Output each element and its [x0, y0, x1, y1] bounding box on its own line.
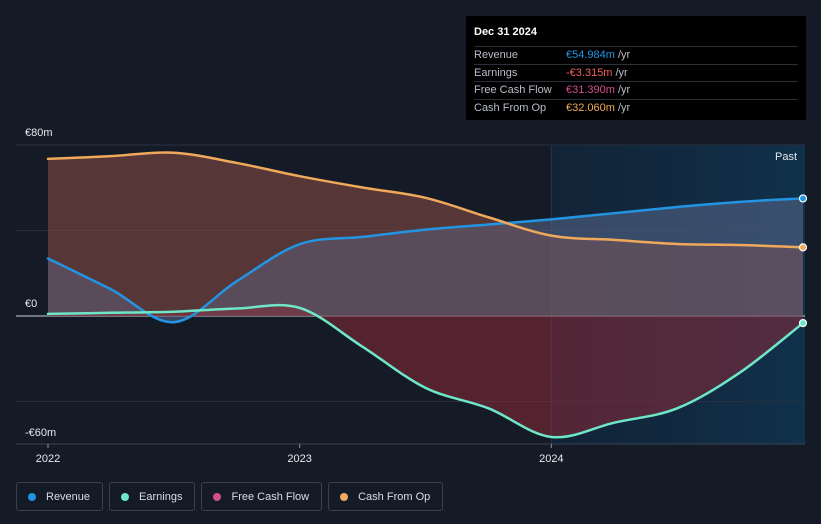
tooltip-label: Cash From Op [474, 101, 547, 114]
legend-item-earnings[interactable]: Earnings [109, 482, 196, 511]
line-revenue [46, 197, 805, 324]
point-earnings [798, 318, 808, 328]
x-tick-label: 2024 [539, 453, 563, 465]
tooltip-label: Free Cash Flow [474, 84, 552, 96]
legend-dot-icon [121, 492, 130, 501]
legend-dot-icon [28, 492, 36, 501]
x-tick-label: 2023 [287, 453, 311, 465]
chart-legend: Revenue Earnings Free Cash Flow Cash From O… [16, 482, 444, 511]
legend-label: Earnings [139, 490, 183, 503]
tooltip-row: Earnings -€3.315m/yr [474, 63, 798, 82]
tooltip-unit: /yr [617, 101, 631, 114]
legend-item-free-cash-flow[interactable]: Free Cash Flow [201, 482, 323, 511]
line-earnings [46, 303, 805, 439]
y-tick-label: -€60m [25, 427, 56, 439]
tooltip-label: Revenue [474, 49, 519, 61]
legend-item-cash-from-op[interactable]: Cash From Op [328, 482, 444, 511]
x-tick-label: 2022 [36, 453, 60, 465]
tooltip-unit: /yr [615, 66, 628, 79]
tooltip-date: Dec 31 2024 [474, 26, 537, 38]
tooltip-value: €32.060m [566, 101, 615, 114]
tooltip-row: Free Cash Flow €31.390m/yr [474, 81, 798, 99]
area-free-cash-flow [48, 153, 803, 316]
tooltip-row: Cash From Op €32.060m/yr [474, 98, 798, 117]
data-tooltip: Dec 31 2024 Revenue €54.984m/yr Earnings -€… [466, 16, 806, 120]
tooltip-unit: /yr [617, 49, 631, 61]
tooltip-value: -€3.315m [566, 66, 613, 79]
legend-label: Revenue [46, 490, 91, 503]
past-label: Past [775, 151, 797, 163]
tooltip-label: Earnings [474, 66, 518, 79]
tooltip-value: €54.984m [566, 49, 615, 61]
y-tick-label: €80m [25, 127, 53, 139]
tooltip-value: €31.390m [566, 84, 615, 96]
point-revenue [798, 194, 808, 203]
line-cash-from-op [46, 151, 805, 249]
legend-dot-icon [340, 492, 349, 501]
area-revenue [48, 198, 803, 323]
y-tick-label: €0 [25, 298, 37, 310]
area-earnings [48, 305, 803, 438]
legend-label: Cash From Op [358, 490, 431, 503]
point-cash-from-op [798, 243, 808, 252]
tooltip-row: Revenue €54.984m/yr [474, 46, 798, 64]
legend-dot-icon [213, 492, 222, 501]
legend-label: Free Cash Flow [231, 490, 310, 503]
legend-item-revenue[interactable]: Revenue [16, 482, 104, 511]
tooltip-unit: /yr [617, 84, 631, 96]
